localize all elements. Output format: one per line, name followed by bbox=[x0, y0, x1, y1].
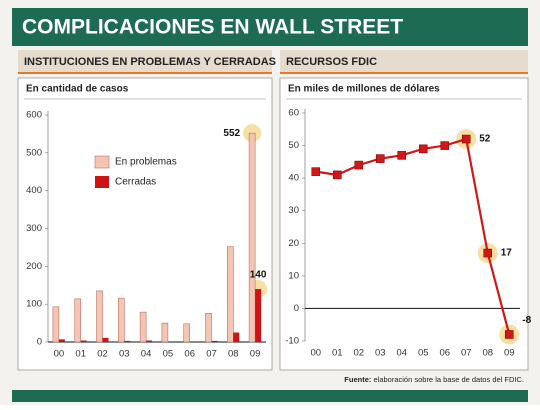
panel-title: RECURSOS FDIC bbox=[286, 56, 377, 68]
x-tick-label: 05 bbox=[163, 349, 174, 360]
point bbox=[483, 248, 493, 258]
x-tick-label: 08 bbox=[482, 348, 493, 359]
bar bbox=[255, 289, 262, 342]
panel-subtitle: En miles de millones de dólares bbox=[288, 84, 440, 95]
panel-header bbox=[280, 50, 528, 74]
y-tick-label: 40 bbox=[288, 173, 299, 184]
y-tick-label: 20 bbox=[288, 238, 299, 249]
point bbox=[397, 151, 407, 160]
point bbox=[461, 134, 471, 144]
y-tick-label: 400 bbox=[26, 185, 42, 196]
point bbox=[504, 330, 514, 339]
y-tick-label: 300 bbox=[26, 223, 42, 234]
x-tick-label: 07 bbox=[206, 349, 217, 360]
bar bbox=[211, 340, 218, 342]
bar bbox=[139, 311, 147, 343]
bar bbox=[96, 290, 103, 343]
point bbox=[375, 154, 385, 163]
panel-header bbox=[18, 50, 272, 74]
data-label: 552 bbox=[223, 128, 240, 139]
bar bbox=[161, 322, 169, 343]
bar bbox=[146, 340, 153, 342]
legend-label: En problemas bbox=[115, 157, 177, 168]
x-tick-label: 06 bbox=[184, 349, 195, 360]
panel-title: INSTITUCIONES EN PROBLEMAS Y CERRADAS bbox=[24, 56, 276, 68]
y-tick-label: 10 bbox=[288, 270, 299, 281]
panel-subtitle: En cantidad de casos bbox=[26, 84, 129, 95]
y-tick-label: 0 bbox=[294, 303, 299, 314]
point bbox=[311, 167, 321, 176]
y-tick-label: 600 bbox=[26, 110, 42, 121]
x-tick-label: 00 bbox=[54, 349, 65, 360]
x-tick-label: 02 bbox=[353, 348, 364, 359]
data-label: 17 bbox=[501, 248, 513, 259]
x-tick-label: 01 bbox=[75, 349, 86, 360]
footer-bar bbox=[12, 390, 528, 402]
x-tick-label: 04 bbox=[396, 348, 407, 359]
line bbox=[315, 137, 511, 335]
bar bbox=[205, 312, 212, 343]
data-label: 52 bbox=[479, 134, 491, 145]
y-tick-label: 50 bbox=[288, 140, 299, 151]
x-tick-label: 09 bbox=[250, 349, 261, 360]
legend-swatch bbox=[94, 155, 110, 169]
x-tick-label: 04 bbox=[141, 349, 152, 360]
legend-label: Cerradas bbox=[115, 177, 156, 188]
y-tick-label: 0 bbox=[37, 337, 42, 348]
header-accent bbox=[18, 72, 272, 74]
bar bbox=[52, 306, 60, 343]
x-tick-label: 03 bbox=[375, 348, 386, 359]
point bbox=[440, 141, 450, 150]
x-tick-label: 00 bbox=[310, 348, 321, 359]
bar bbox=[80, 340, 87, 342]
y-tick-label: 30 bbox=[288, 205, 299, 216]
point bbox=[332, 170, 342, 180]
source: Fuente: elaboración sobre la base de dat… bbox=[344, 375, 524, 384]
bar bbox=[248, 132, 256, 343]
header-accent bbox=[280, 72, 528, 74]
x-tick-label: 01 bbox=[332, 348, 343, 359]
point bbox=[354, 160, 364, 170]
y-tick-label: 100 bbox=[26, 299, 42, 310]
bar bbox=[233, 332, 240, 342]
y-tick-label: 60 bbox=[288, 108, 299, 119]
bar bbox=[124, 340, 131, 342]
data-label: -8 bbox=[522, 315, 531, 326]
plot-panel bbox=[279, 77, 529, 371]
bar bbox=[58, 339, 65, 342]
x-tick-label: 07 bbox=[461, 348, 472, 359]
x-tick-label: 02 bbox=[97, 349, 108, 360]
title-bar bbox=[12, 8, 528, 46]
point bbox=[418, 144, 428, 154]
y-tick-label: 200 bbox=[26, 261, 42, 272]
data-label: 140 bbox=[250, 270, 267, 281]
legend-swatch bbox=[95, 176, 109, 188]
page-title: COMPLICACIONES EN WALL STREET bbox=[22, 16, 403, 39]
y-tick-label: -10 bbox=[285, 336, 299, 347]
bar bbox=[74, 298, 81, 343]
x-tick-label: 05 bbox=[418, 348, 429, 359]
bar bbox=[118, 297, 125, 343]
source-text: elaboración sobre la base de datos del F… bbox=[373, 375, 524, 384]
x-tick-label: 09 bbox=[504, 348, 515, 359]
source-label: Fuente: bbox=[344, 375, 371, 384]
x-tick-label: 08 bbox=[228, 349, 239, 360]
bar bbox=[227, 246, 234, 343]
x-tick-label: 06 bbox=[439, 348, 450, 359]
y-tick-label: 500 bbox=[26, 147, 42, 158]
bar bbox=[102, 337, 109, 342]
bar bbox=[183, 323, 190, 343]
x-tick-label: 03 bbox=[119, 349, 130, 360]
